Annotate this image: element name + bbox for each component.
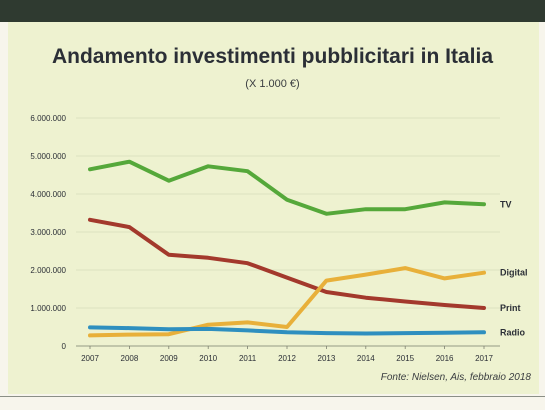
source-note: Fonte: Nielsen, Ais, febbraio 2018 [380,372,531,383]
chart-subtitle: (X 1.000 €) [245,78,300,90]
x-axis: 2007 2008 2009 2010 2011 2012 2013 2014 2015 2016… [76,345,500,363]
series-labels: TV Print Digital Radio [500,199,528,337]
top-band [0,0,545,22]
y-tick-label: 1.000.000 [30,304,66,313]
x-tick-label: 2010 [199,354,217,363]
series-label-print: Print [500,303,521,313]
x-tick-label: 2016 [436,354,454,363]
x-tick-label: 2012 [278,354,296,363]
series-label-radio: Radio [500,327,526,337]
series-line-radio [88,325,486,336]
y-tick-label: 0 [62,342,67,351]
y-tick-label: 5.000.000 [30,152,66,161]
series-label-digital: Digital [500,268,528,278]
series-lines [88,159,486,338]
y-tick-label: 4.000.000 [30,190,66,199]
series-line-tv [88,159,486,216]
bottom-divider [0,396,545,397]
x-tick-label: 2013 [318,354,336,363]
series-label-tv: TV [500,199,512,209]
y-tick-label: 3.000.000 [30,228,66,237]
x-tick-label: 2009 [160,354,178,363]
y-tick-label: 6.000.000 [30,114,66,123]
series-line-print [88,217,486,310]
x-tick-label: 2014 [357,354,375,363]
x-tick-label: 2011 [239,354,257,363]
x-tick-label: 2007 [81,354,99,363]
chart-title: Andamento investimenti pubblicitari in I… [51,45,494,68]
x-tick-label: 2015 [396,354,414,363]
series-line-digital [88,266,486,338]
y-axis: 0 1.000.000 2.000.000 3.000.000 4.000.000 5.0… [30,114,66,351]
x-tick-label: 2008 [121,354,139,363]
y-tick-label: 2.000.000 [30,266,66,275]
x-tick-label: 2017 [475,354,493,363]
